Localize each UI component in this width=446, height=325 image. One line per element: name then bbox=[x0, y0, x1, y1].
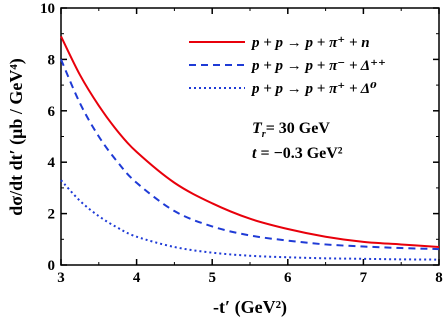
y-tick-label: 2 bbox=[48, 207, 56, 223]
x-tick-label: 3 bbox=[57, 270, 65, 286]
x-axis-label: -t′ (GeV²) bbox=[213, 297, 287, 318]
y-tick-label: 10 bbox=[40, 1, 55, 17]
legend: p + p → p + π⁺ + n p + p → p + π⁻ + Δ⁺⁺ … bbox=[189, 35, 386, 97]
series-line-3 bbox=[60, 179, 440, 261]
y-tick-label: 0 bbox=[48, 258, 56, 274]
x-tick-label: 4 bbox=[133, 270, 141, 286]
plot-frame bbox=[60, 7, 440, 266]
y-tick-label: 4 bbox=[48, 155, 56, 171]
legend-label-series-3: p + p → p + π⁺ + Δ⁰ bbox=[250, 81, 377, 97]
annotation-t: t = −0.3 GeV² bbox=[252, 145, 343, 162]
series-layer bbox=[60, 35, 440, 261]
series-line-1 bbox=[60, 35, 440, 249]
y-tick-label: 6 bbox=[48, 104, 56, 120]
x-tick-label: 8 bbox=[435, 270, 443, 286]
x-tick-label: 6 bbox=[284, 270, 292, 286]
y-axis-label: dσ/dt dt′ (μb / GeV⁴) bbox=[6, 58, 27, 215]
legend-label-series-2: p + p → p + π⁻ + Δ⁺⁺ bbox=[250, 58, 386, 74]
y-axis-ticks: 0 2 4 6 8 10 bbox=[40, 1, 439, 274]
series-line-2 bbox=[60, 59, 440, 251]
legend-label-series-1: p + p → p + π⁺ + n bbox=[250, 35, 370, 51]
annotation-energy: Tr= 30 GeV bbox=[252, 120, 330, 140]
x-tick-label: 7 bbox=[360, 270, 368, 286]
y-tick-label: 8 bbox=[48, 52, 56, 68]
x-tick-label: 5 bbox=[208, 270, 216, 286]
x-axis-ticks: 3 4 5 6 7 8 bbox=[57, 8, 443, 286]
